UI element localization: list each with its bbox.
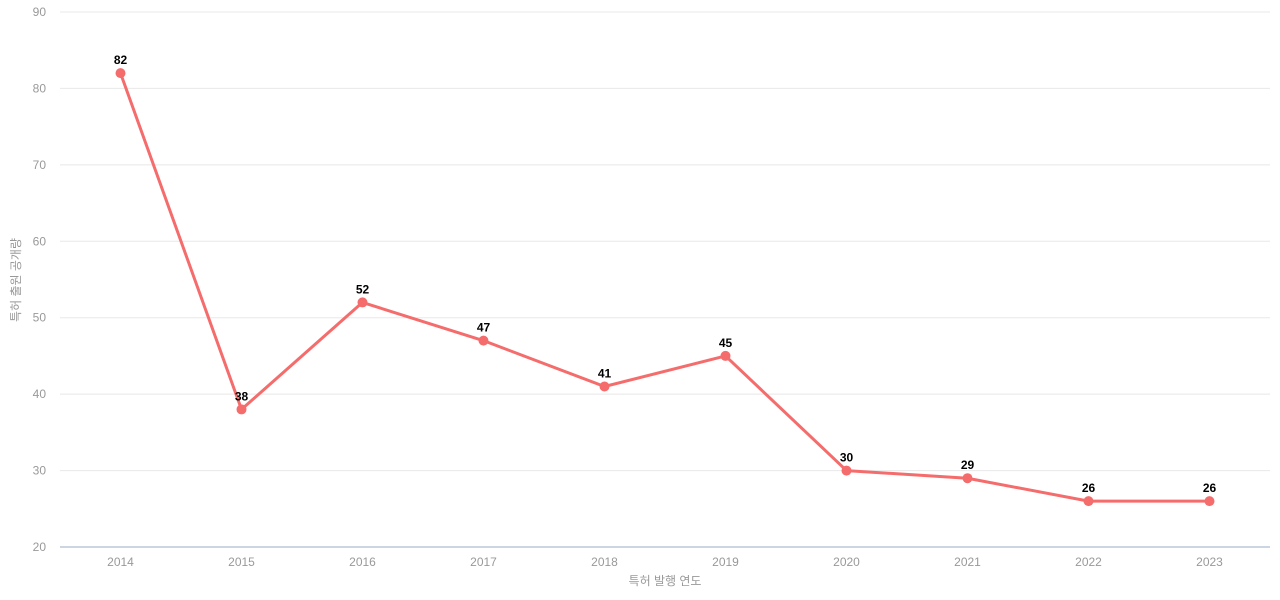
data-point-label: 52: [356, 282, 370, 296]
data-point[interactable]: [720, 350, 731, 361]
y-tick-label: 90: [33, 5, 47, 19]
y-tick-label: 20: [33, 540, 47, 554]
data-point[interactable]: [236, 404, 247, 415]
y-tick-label: 70: [33, 158, 47, 172]
x-tick-label: 2023: [1196, 555, 1223, 569]
data-point[interactable]: [1204, 496, 1215, 507]
data-point-label: 26: [1203, 481, 1217, 495]
y-tick-label: 50: [33, 311, 47, 325]
data-point-label: 26: [1082, 481, 1096, 495]
series-line-group: [119, 71, 1211, 503]
data-point-labels: 82 38 52 47 41 45 30 29 26 26: [114, 53, 1217, 495]
x-tick-label: 2021: [954, 555, 981, 569]
y-tick-label: 60: [33, 234, 47, 248]
y-axis-tick-labels: 20 30 40 50 60 70 80 90: [33, 5, 47, 554]
data-point[interactable]: [599, 381, 610, 392]
x-tick-label: 2016: [349, 555, 376, 569]
data-point[interactable]: [1083, 496, 1094, 507]
data-point-label: 41: [598, 367, 612, 381]
x-tick-label: 2014: [107, 555, 134, 569]
series-line: [119, 71, 1211, 503]
data-point-label: 47: [477, 321, 491, 335]
data-point[interactable]: [841, 465, 852, 476]
x-tick-label: 2019: [712, 555, 739, 569]
x-axis-tick-labels: 2014 2015 2016 2017 2018 2019 2020 2021 2022 2023: [107, 555, 1223, 569]
x-tick-label: 2015: [228, 555, 255, 569]
x-tick-label: 2020: [833, 555, 860, 569]
x-tick-label: 2017: [470, 555, 497, 569]
y-axis-title: 특허 출원 공개량: [9, 238, 23, 322]
data-point-label: 29: [961, 458, 975, 472]
data-point[interactable]: [962, 473, 973, 484]
data-point[interactable]: [357, 297, 368, 308]
data-point[interactable]: [115, 68, 126, 79]
gridlines: [60, 11, 1270, 548]
y-tick-label: 30: [33, 464, 47, 478]
data-point-label: 38: [235, 389, 249, 403]
x-axis-title: 특허 발행 연도: [629, 573, 702, 588]
x-tick-label: 2022: [1075, 555, 1102, 569]
y-tick-label: 40: [33, 387, 47, 401]
y-tick-label: 80: [33, 81, 47, 95]
x-tick-label: 2018: [591, 555, 618, 569]
data-point-label: 30: [840, 451, 854, 465]
data-point[interactable]: [478, 335, 489, 346]
data-point-markers: [115, 68, 1215, 507]
data-point-label: 45: [719, 336, 733, 350]
data-point-label: 82: [114, 53, 128, 67]
